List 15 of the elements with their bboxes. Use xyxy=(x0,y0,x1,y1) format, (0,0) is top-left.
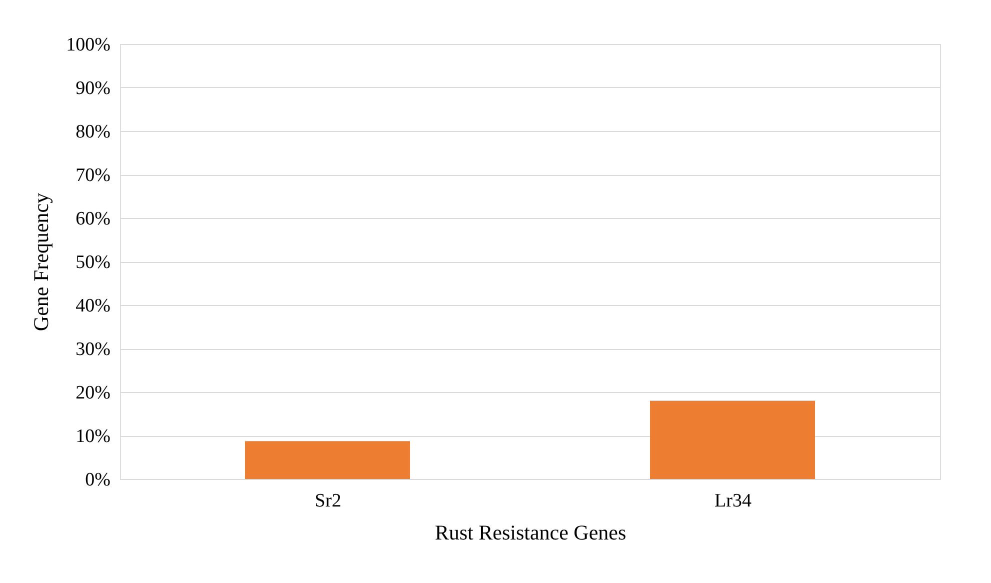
x-axis-title: Rust Resistance Genes xyxy=(434,520,626,544)
y-tick-label: 70% xyxy=(76,165,111,186)
y-tick-label: 90% xyxy=(76,78,111,99)
y-tick-label: 50% xyxy=(76,252,111,273)
y-tick-label: 80% xyxy=(76,122,111,142)
y-tick-label: 0% xyxy=(85,470,111,490)
y-tick-label: 10% xyxy=(76,426,111,447)
y-axis-title: Gene Frequency xyxy=(29,192,54,332)
y-tick-label: 100% xyxy=(66,34,111,56)
y-tick-label: 60% xyxy=(76,208,111,230)
y-tick-label: 40% xyxy=(76,296,111,316)
y-tick-label: 20% xyxy=(76,382,111,404)
y-tick-label: 30% xyxy=(76,339,111,360)
x-tick-label: Sr2 xyxy=(314,490,342,512)
x-tick-label: Lr34 xyxy=(714,490,752,512)
